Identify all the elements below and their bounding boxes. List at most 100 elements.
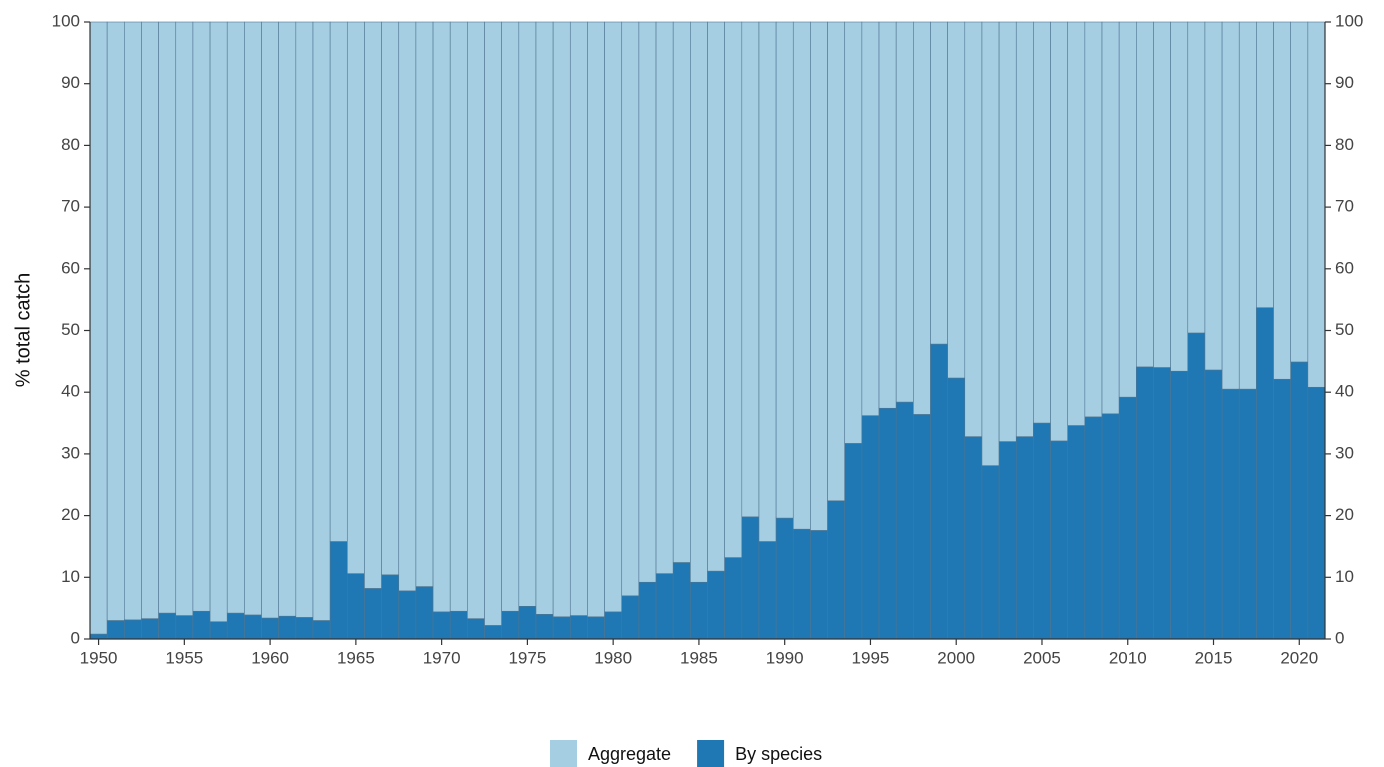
y-tick-label: 60 [61, 258, 80, 277]
y2-tick-label: 30 [1335, 443, 1354, 462]
bar-segment [209, 21, 228, 623]
bar-segment [964, 436, 983, 640]
x-tick-label: 1950 [80, 648, 118, 667]
bar-segment [981, 465, 1000, 640]
bar-segment [1256, 21, 1274, 308]
bar-segment [329, 21, 348, 542]
bar-segment [295, 617, 314, 640]
bar-segment [518, 605, 537, 640]
bar-segment [1256, 307, 1274, 640]
bar-segment [415, 586, 434, 640]
bar-segment [587, 21, 605, 618]
y-tick-label: 30 [61, 443, 80, 462]
bar-segment [158, 612, 177, 640]
bar-segment [449, 610, 468, 640]
bar-segment [381, 574, 400, 640]
bar-segment [1204, 369, 1223, 640]
x-tick-label: 1965 [337, 648, 375, 667]
bar-segment [1050, 440, 1069, 640]
bar-segment [672, 562, 691, 640]
bar-segment [278, 615, 297, 640]
y2-tick-label: 70 [1335, 197, 1354, 216]
bar-segment [690, 21, 708, 583]
bar-segment [604, 611, 623, 640]
bar-segment [329, 541, 348, 640]
x-tick-label: 2020 [1280, 648, 1318, 667]
y2-tick-label: 100 [1335, 11, 1363, 30]
bar-segment [415, 21, 434, 587]
bar-segment [569, 615, 588, 640]
bar-segment [1118, 396, 1137, 640]
bar-segment [346, 21, 365, 574]
bar-segment [707, 570, 725, 640]
bar-segment [638, 21, 657, 583]
bar-segment [192, 610, 211, 640]
bar-segment [1290, 361, 1309, 640]
bar-segment [1204, 21, 1223, 371]
bar-segment [312, 620, 331, 640]
bar-segment [552, 21, 571, 618]
bar-segment [484, 625, 502, 640]
x-tick-label: 2015 [1195, 648, 1233, 667]
bar-segment [1050, 21, 1069, 442]
bar-segment [758, 541, 777, 640]
bar-segment [775, 21, 794, 519]
bar-segment [1221, 21, 1240, 390]
bar-segment [861, 415, 880, 640]
bar-segment [964, 21, 983, 437]
bar-segment [312, 21, 331, 621]
bar-segment [1067, 425, 1086, 640]
bar-segment [895, 21, 914, 403]
bar-segment [604, 21, 623, 613]
bar-segment [741, 516, 760, 640]
y2-tick-label: 90 [1335, 73, 1354, 92]
x-tick-label: 1960 [251, 648, 289, 667]
bar-segment [261, 617, 279, 640]
x-tick-label: 2005 [1023, 648, 1061, 667]
bar-segment [89, 21, 108, 635]
bar-segment [741, 21, 760, 518]
bar-segment [141, 618, 159, 640]
bar-segment [758, 21, 777, 542]
bar-segment [621, 21, 640, 597]
bar-segment [1101, 413, 1120, 640]
bar-segment [244, 21, 262, 616]
bar-segment [638, 581, 657, 640]
x-tick-label: 1980 [594, 648, 632, 667]
bar-segment [827, 500, 846, 640]
legend-swatch [697, 740, 725, 767]
bar-segment [655, 21, 674, 574]
bar-segment [998, 441, 1017, 640]
bar-segment [1290, 21, 1309, 363]
bar-segment [1307, 21, 1326, 388]
bar-segment [844, 443, 863, 640]
bar-segment [192, 21, 211, 612]
bar-segment [655, 573, 674, 640]
bar-segment [1015, 436, 1034, 640]
y2-tick-label: 40 [1335, 382, 1354, 401]
y-tick-label: 70 [61, 197, 80, 216]
bar-segment [158, 21, 177, 614]
bar-segment [449, 21, 468, 612]
bar-segment [775, 517, 794, 640]
bar-segment [1033, 21, 1051, 424]
bar-segment [141, 21, 159, 619]
bar-segment [1084, 416, 1103, 640]
bar-segment [810, 21, 828, 531]
bar-segment [364, 21, 382, 589]
legend-label: Aggregate [588, 744, 671, 764]
bar-segment [209, 621, 228, 640]
y2-tick-label: 60 [1335, 258, 1354, 277]
x-tick-label: 1975 [508, 648, 546, 667]
y2-tick-label: 20 [1335, 505, 1354, 524]
bar-segment [484, 21, 502, 626]
bar-segment [244, 614, 262, 640]
bar-segment [1084, 21, 1103, 418]
bar-segment [621, 595, 640, 640]
bar-segment [792, 21, 811, 530]
x-tick-label: 2010 [1109, 648, 1147, 667]
bar-segment [226, 612, 245, 640]
x-tick-label: 1990 [766, 648, 804, 667]
x-tick-label: 1970 [423, 648, 461, 667]
